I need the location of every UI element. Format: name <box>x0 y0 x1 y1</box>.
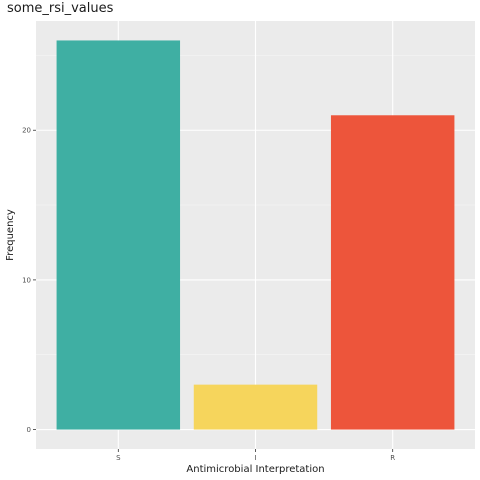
bar-S <box>56 40 181 430</box>
x-axis-title: Antimicrobial Interpretation <box>186 464 324 475</box>
y-tick-label: 0 <box>27 426 31 434</box>
x-tick-label: R <box>390 454 395 462</box>
chart-title: some_rsi_values <box>7 1 114 16</box>
y-tick-label: 10 <box>22 276 31 284</box>
y-tick-label: 20 <box>22 127 31 135</box>
x-tick-label: I <box>254 454 256 462</box>
bar-R <box>330 115 455 430</box>
bars <box>56 40 455 430</box>
x-tick-label: S <box>116 454 121 462</box>
y-axis-title: Frequency <box>5 209 16 261</box>
bar-I <box>193 384 318 430</box>
y-axis: 0 10 20 <box>22 127 36 434</box>
